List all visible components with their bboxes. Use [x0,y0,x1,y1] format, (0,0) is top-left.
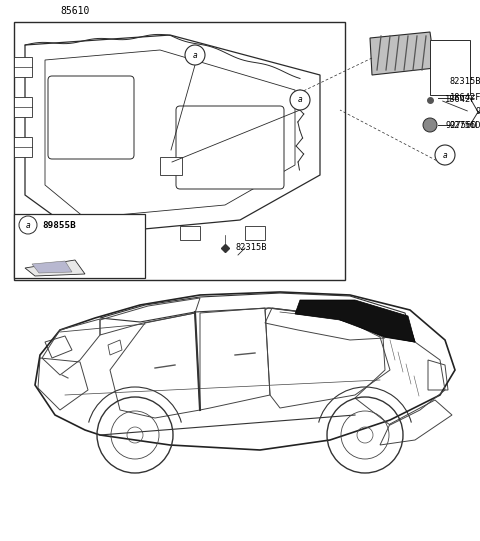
Text: 92750A: 92750A [475,108,480,116]
Text: a: a [26,221,30,229]
Text: 92756D: 92756D [445,121,477,129]
Bar [110,226,130,240]
Bar [430,40,470,95]
Polygon shape [370,32,435,75]
Polygon shape [32,261,72,273]
Text: 18642F: 18642F [445,96,477,104]
Bar [14,137,32,157]
Bar [14,214,145,278]
Bar [160,157,182,175]
Bar [14,97,32,117]
Bar [14,22,345,280]
Circle shape [290,90,310,110]
Text: a: a [298,96,302,104]
Text: 82315B: 82315B [235,243,266,253]
Circle shape [423,118,437,132]
Circle shape [435,145,455,165]
Text: 18642F: 18642F [450,94,480,102]
Bar [180,226,200,240]
Bar [14,57,32,77]
Polygon shape [25,260,85,276]
Text: 82315B: 82315B [450,77,480,87]
Text: 85610: 85610 [60,6,89,16]
Circle shape [185,45,205,65]
FancyBboxPatch shape [176,106,284,189]
Text: 89855B: 89855B [42,221,76,229]
Text: 92756D: 92756D [450,121,480,129]
Bar [245,226,265,240]
Text: a: a [192,50,197,60]
Polygon shape [295,300,415,342]
Circle shape [19,216,37,234]
Text: a: a [443,150,447,160]
FancyBboxPatch shape [48,76,134,159]
